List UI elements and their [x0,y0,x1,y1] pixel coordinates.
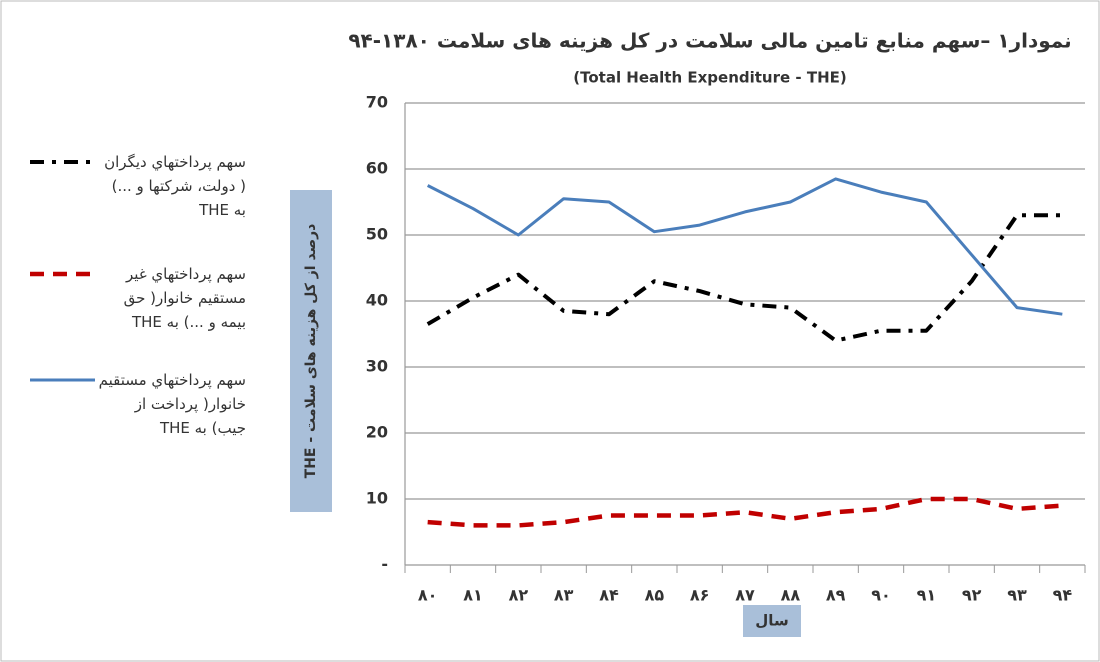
y-tick-label: 10 [366,489,388,508]
x-tick-label: ۸۲ [509,586,529,605]
y-tick-label: 20 [366,423,388,442]
y-tick-label: 50 [366,225,388,244]
chart-subtitle: (Total Health Expenditure - THE) [573,69,847,87]
x-tick-label: ۸۸ [781,586,801,605]
legend-label: سهم پرداختهاي ديگران ( دولت، شركتها و ..… [104,153,246,219]
legend-label: سهم پرداختهاي مستقيم خانوار( پرداخت از ج… [98,371,246,437]
x-tick-label: ۸۷ [735,586,755,605]
y-tick-label: 30 [366,357,388,376]
x-label-box [743,605,801,637]
legend-label: سهم پرداختهاي غير مستقيم خانوار( حق بيمه… [123,265,246,331]
y-tick-label: 40 [366,291,388,310]
x-tick-label: ۸۰ [418,586,438,605]
x-tick-label: ۸۱ [463,586,483,605]
y-label-box [290,190,332,512]
y-tick-label: 60 [366,159,388,178]
x-tick-label: ۹۳ [1007,586,1027,605]
x-tick-label: ۸۹ [826,586,846,605]
chart-title: نمودار۱ –سهم منابع تامین مالی سلامت در ک… [348,29,1071,53]
y-tick-label: - [381,555,388,574]
x-tick-label: ۸۶ [690,586,710,605]
x-tick-label: ۹۱ [917,586,937,605]
x-tick-label: ۹۴ [1053,586,1073,605]
x-tick-label: ۹۲ [962,586,982,605]
x-tick-label: ۹۰ [871,586,891,605]
x-tick-label: ۸۳ [554,586,574,605]
series-line [427,496,1063,528]
x-tick-label: ۸۵ [645,586,665,605]
y-tick-label: 70 [366,93,388,112]
x-axis-label: سال [755,612,788,630]
y-axis-label: درصد از کل هزینه های سلامت - THE [303,224,319,479]
series-line [426,177,1063,316]
x-tick-label: ۸۴ [599,586,619,605]
